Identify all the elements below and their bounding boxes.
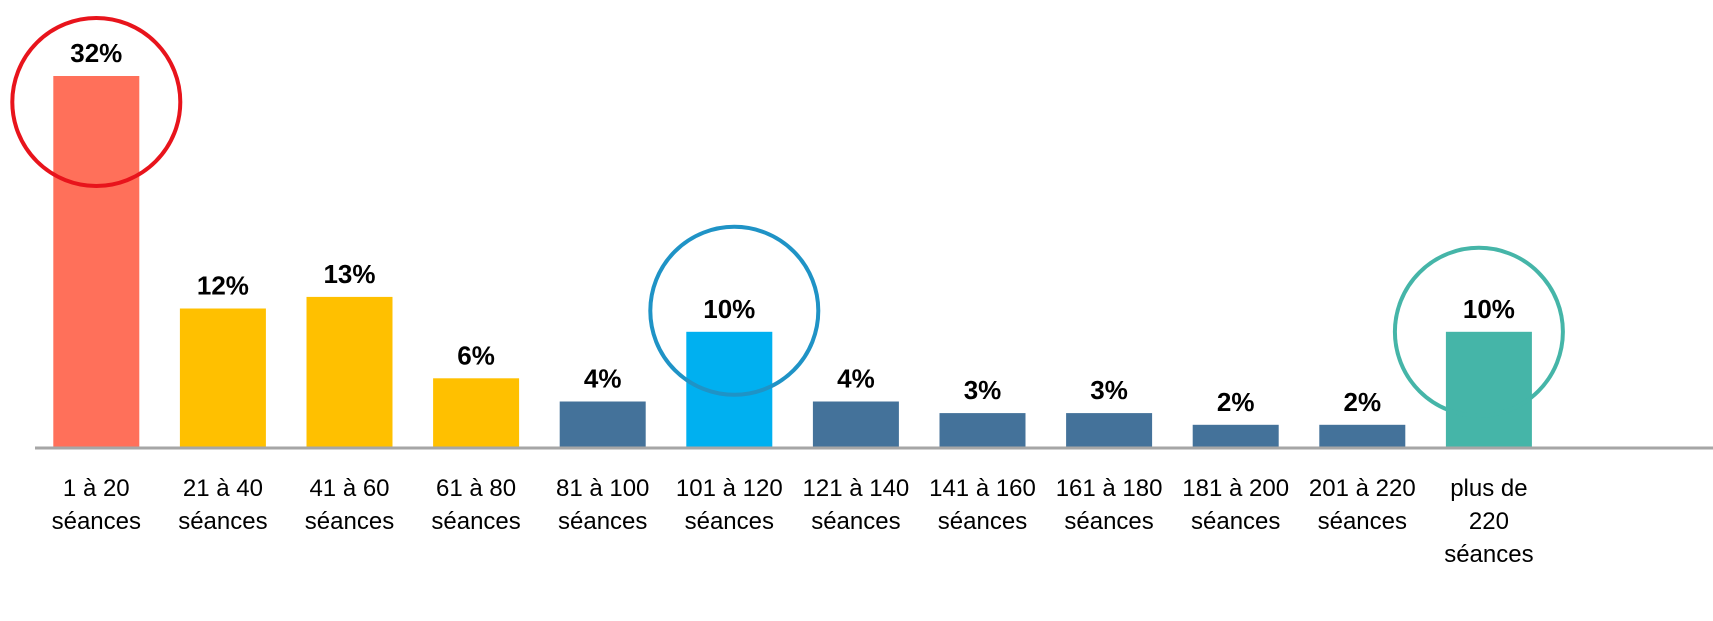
category-label-0-line-0: 1 à 20 (63, 475, 130, 502)
category-label-5-line-1: séances (685, 508, 774, 535)
bar-4 (559, 401, 646, 448)
category-label-5: 101 à 120 séances (676, 475, 783, 535)
data-label-10: 2% (1344, 387, 1382, 417)
category-label-7-line-1: séances (938, 508, 1027, 535)
data-label-6: 4% (837, 364, 875, 394)
data-label-9: 2% (1217, 387, 1255, 417)
category-label-11-line-2: séances (1444, 541, 1533, 568)
category-label-6-line-0: 121 à 140 (803, 475, 910, 502)
category-label-7-line-0: 141 à 160 (929, 475, 1036, 502)
data-label-3: 6% (457, 340, 495, 370)
bar-8 (1066, 413, 1153, 448)
bars-layer (53, 76, 1532, 449)
data-label-0: 32% (70, 38, 122, 68)
category-labels-layer: 1 à 20 séances 21 à 40 séances 41 à 60 séance… (52, 475, 1534, 568)
category-label-6: 121 à 140 séances (803, 475, 910, 535)
bar-9 (1192, 424, 1279, 449)
data-label-7: 3% (964, 375, 1002, 405)
category-label-1-line-1: séances (178, 508, 267, 535)
data-label-8: 3% (1090, 375, 1128, 405)
category-label-7: 141 à 160 séances (929, 475, 1036, 535)
data-label-11: 10% (1463, 294, 1515, 324)
highlight-circles-layer (10, 16, 1565, 418)
category-label-0-line-1: séances (52, 508, 141, 535)
category-label-3-line-1: séances (431, 508, 520, 535)
bar-3 (433, 378, 520, 449)
bar-0 (53, 76, 140, 448)
highlight-circle-0 (10, 16, 183, 188)
bar-2 (306, 296, 393, 448)
category-label-8: 161 à 180 séances (1056, 475, 1163, 535)
bar-11 (1445, 331, 1532, 449)
data-label-4: 4% (584, 364, 622, 394)
highlight-circle-2 (1392, 245, 1565, 418)
category-label-4-line-0: 81 à 100 (556, 475, 649, 502)
category-label-9: 181 à 200 séances (1182, 475, 1289, 535)
bar-7 (939, 413, 1026, 448)
category-label-5-line-0: 101 à 120 (676, 475, 783, 502)
bar-10 (1319, 424, 1406, 449)
category-label-11-line-0: plus de (1450, 475, 1527, 502)
category-label-11: plus de 220 séances (1444, 475, 1533, 568)
category-label-4: 81 à 100 séances (556, 475, 649, 535)
category-label-9-line-0: 181 à 200 (1182, 475, 1289, 502)
category-label-9-line-1: séances (1191, 508, 1280, 535)
highlight-circle-1 (648, 224, 821, 397)
category-label-1: 21 à 40 séances (178, 475, 267, 535)
category-label-0: 1 à 20 séances (52, 475, 141, 535)
category-label-4-line-1: séances (558, 508, 647, 535)
category-label-8-line-1: séances (1064, 508, 1153, 535)
category-label-2-line-0: 41 à 60 (309, 475, 389, 502)
data-label-1: 12% (197, 271, 249, 301)
category-label-1-line-0: 21 à 40 (183, 475, 263, 502)
category-label-6-line-1: séances (811, 508, 900, 535)
category-label-10-line-1: séances (1318, 508, 1407, 535)
category-label-3: 61 à 80 séances (431, 475, 520, 535)
category-label-3-line-0: 61 à 80 (436, 475, 516, 502)
bar-6 (812, 401, 899, 448)
category-label-2-line-1: séances (305, 508, 394, 535)
category-label-8-line-0: 161 à 180 (1056, 475, 1163, 502)
category-label-10-line-0: 201 à 220 (1309, 475, 1416, 502)
category-label-11-line-1: 220 (1469, 508, 1509, 535)
data-label-2: 13% (323, 259, 375, 289)
category-label-10: 201 à 220 séances (1309, 475, 1416, 535)
bar-1 (179, 308, 266, 448)
category-label-2: 41 à 60 séances (305, 475, 394, 535)
data-label-5: 10% (703, 294, 755, 324)
data-labels-layer: 32% 12% 13% 6% 4% 10% 4% 3% 3% 2% 2% 10% (70, 38, 1515, 417)
